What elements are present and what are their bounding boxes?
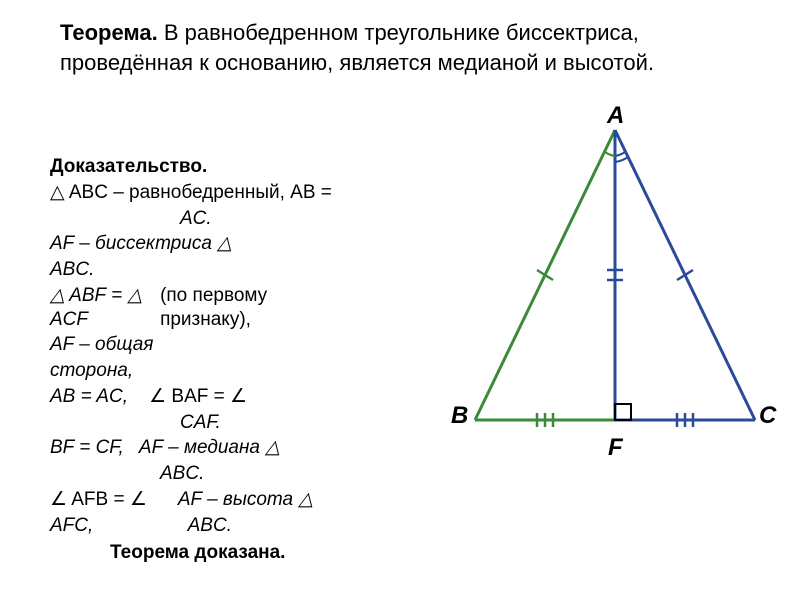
proof-line-4: AF – общая bbox=[50, 333, 430, 357]
proof-line-1: △ ABC – равнобедренный, AB = bbox=[50, 181, 430, 205]
proof-line-3: △ ABF = △ ACF (по первому признаку), bbox=[50, 284, 430, 332]
proof-line-2b: ABC. bbox=[50, 258, 430, 282]
proof-line-5: AB = AC, ∠ BAF = ∠ bbox=[50, 385, 430, 409]
proof-block: Доказательство. △ ABC – равнобедренный, … bbox=[50, 155, 430, 567]
proof-line-4b: сторона, bbox=[50, 359, 430, 383]
proof-line-6: BF = CF, AF – медиана △ bbox=[50, 436, 430, 460]
proof-line-7: ∠ AFB = ∠ AF – высота △ bbox=[50, 488, 430, 512]
theorem-statement: Теорема. В равнобедренном треугольнике б… bbox=[60, 18, 740, 77]
vertex-f: F bbox=[608, 434, 623, 462]
vertex-c: C bbox=[759, 402, 776, 430]
vertex-a: A bbox=[607, 102, 624, 130]
proof-line-5c: CAF. bbox=[180, 411, 430, 435]
vertex-b: B bbox=[451, 402, 468, 430]
proof-line-6c: ABC. bbox=[160, 462, 430, 486]
proof-line-1b: AC. bbox=[180, 207, 430, 231]
proof-line-7b: AFC, ABC. bbox=[50, 514, 430, 538]
triangle-svg bbox=[455, 120, 775, 480]
proof-line-2: AF – биссектриса △ bbox=[50, 232, 430, 256]
theorem-label: Теорема. bbox=[60, 20, 158, 45]
proof-footer: Теорема доказана. bbox=[110, 541, 430, 565]
triangle-diagram: A B C F bbox=[455, 120, 775, 500]
proof-header: Доказательство. bbox=[50, 155, 430, 179]
